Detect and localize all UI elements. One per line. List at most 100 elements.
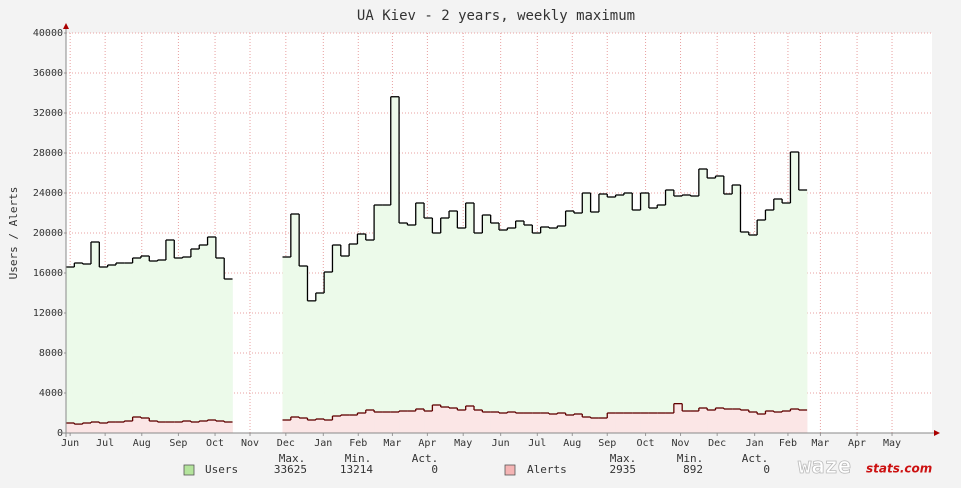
area-fill	[465, 406, 475, 433]
area-fill	[607, 413, 616, 433]
area-fill	[82, 264, 92, 433]
area-fill	[182, 257, 192, 433]
area-fill	[748, 412, 758, 433]
legend-header: Min.	[677, 452, 704, 465]
area-fill	[432, 405, 442, 433]
area-fill	[115, 422, 125, 433]
area-fill	[90, 422, 100, 433]
x-tick-label: Dec	[708, 438, 726, 449]
area-fill	[332, 416, 342, 433]
area-fill	[682, 411, 691, 433]
area-fill	[66, 423, 75, 433]
area-fill	[115, 263, 125, 433]
area-fill	[582, 193, 591, 433]
area-fill	[449, 211, 458, 433]
area-fill	[90, 242, 100, 433]
area-fill	[349, 415, 358, 433]
area-fill	[782, 203, 791, 433]
area-fill	[507, 412, 516, 433]
legend-stat: 892	[683, 463, 703, 476]
area-fill	[499, 230, 508, 433]
area-fill	[165, 240, 175, 433]
area-fill	[82, 423, 92, 433]
area-fill	[690, 411, 700, 433]
logo-waze: waze	[798, 454, 851, 479]
area-fill	[199, 421, 208, 433]
area-fill	[632, 413, 641, 433]
area-fill	[324, 272, 333, 433]
area-fill	[499, 413, 508, 433]
area-fill	[407, 225, 417, 433]
area-fill	[124, 263, 133, 433]
area-fill	[757, 414, 766, 433]
area-fill	[315, 419, 325, 433]
area-fill	[523, 225, 533, 433]
area-fill	[607, 197, 616, 433]
area-fill	[640, 413, 650, 433]
area-fill	[565, 415, 575, 433]
area-fill	[149, 421, 158, 433]
x-tick-label: Jun	[61, 438, 79, 449]
y-tick-label: 28000	[33, 148, 63, 159]
area-fill	[365, 410, 375, 433]
area-fill	[307, 300, 317, 433]
y-tick-label: 0	[57, 428, 63, 439]
legend-stat: 33625	[274, 463, 307, 476]
area-fill	[732, 185, 741, 433]
area-fill	[707, 178, 716, 433]
area-fill	[290, 214, 300, 433]
area-fill	[490, 223, 500, 433]
x-tick-label: Mar	[383, 438, 401, 449]
logo-stats: stats.com	[866, 462, 932, 476]
area-fill	[382, 205, 392, 433]
area-fill	[798, 410, 808, 433]
area-fill	[523, 413, 533, 433]
area-fill	[482, 215, 491, 433]
x-tick-label: May	[454, 438, 472, 449]
area-fill	[723, 194, 733, 433]
area-fill	[765, 210, 775, 433]
area-fill	[199, 245, 208, 433]
area-fill	[482, 412, 491, 433]
area-fill	[773, 412, 783, 433]
area-fill	[157, 260, 167, 433]
area-fill	[598, 418, 608, 433]
x-tick-label: Mar	[811, 438, 829, 449]
area-fill	[99, 267, 108, 433]
area-fill	[390, 96, 400, 433]
x-axis-arrow	[934, 430, 940, 436]
area-fill	[290, 417, 300, 433]
area-fill	[665, 413, 675, 433]
area-fill	[732, 409, 741, 433]
area-fill	[107, 422, 117, 433]
area-fill	[465, 203, 475, 433]
legend-swatch	[504, 464, 516, 476]
area-fill	[532, 233, 541, 433]
area-fill	[282, 420, 292, 433]
area-fill	[457, 410, 466, 433]
area-fill	[282, 257, 292, 433]
area-fill	[582, 417, 591, 433]
area-fill	[340, 415, 350, 433]
area-fill	[598, 194, 608, 433]
area-fill	[440, 407, 450, 433]
y-tick-label: 12000	[33, 308, 63, 319]
legend-header: Max.	[279, 452, 306, 465]
y-tick-label: 40000	[33, 28, 63, 39]
area-fill	[374, 412, 383, 433]
area-fill	[648, 413, 658, 433]
area-fill	[573, 213, 583, 433]
area-fill	[124, 421, 133, 433]
x-tick-label: Jan	[746, 438, 764, 449]
area-fill	[357, 234, 367, 433]
area-fill	[432, 233, 442, 433]
area-fill	[324, 420, 333, 433]
y-tick-label: 36000	[33, 68, 63, 79]
legend-header: Max.	[610, 452, 637, 465]
y-axis-label: Users / Alerts	[7, 187, 20, 280]
area-fill	[715, 408, 725, 433]
x-tick-label: Sep	[598, 438, 616, 449]
area-fill	[665, 190, 675, 433]
area-fill	[349, 244, 358, 433]
area-fill	[390, 412, 400, 433]
